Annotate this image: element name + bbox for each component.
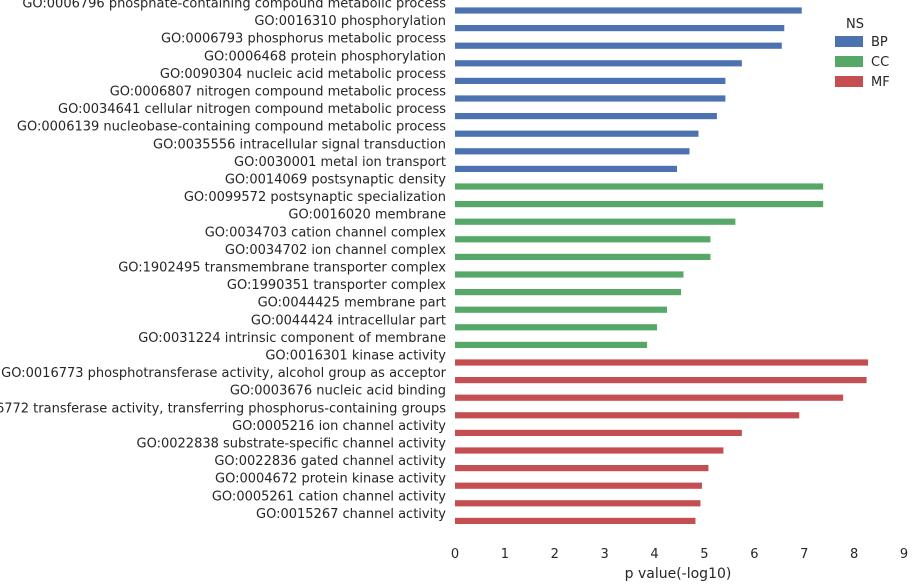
x-tick-label: 5	[700, 547, 708, 562]
category-label: GO:0031224 intrinsic component of membra…	[138, 331, 446, 346]
x-tick-label: 4	[650, 547, 658, 562]
x-tick-label: 2	[551, 547, 559, 562]
bar-bp	[455, 42, 782, 49]
bar-mf	[455, 377, 867, 384]
x-tick-label: 1	[501, 547, 509, 562]
category-label: GO:0022838 substrate-specific channel ac…	[137, 437, 447, 452]
category-label: GO:1902495 transmembrane transporter com…	[118, 261, 446, 276]
bar-mf	[455, 482, 702, 489]
category-label: GO:0006793 phosphorus metabolic process	[161, 32, 446, 47]
bar-cc	[455, 324, 658, 331]
x-tick-label: 6	[750, 547, 758, 562]
x-tick-label: 9	[900, 547, 908, 562]
legend-swatch-bp	[835, 36, 863, 47]
category-label: GO:0005261 cation channel activity	[212, 489, 446, 504]
category-label: GO:0022836 gated channel activity	[214, 454, 446, 469]
legend-label-cc: CC	[871, 55, 889, 70]
legend-items: BP CC MF	[835, 35, 890, 90]
category-label: GO:0006796 phosphate-containing compound…	[22, 0, 446, 12]
category-label: GO:0016773 phosphotransferase activity, …	[1, 366, 446, 381]
bar-cc	[455, 236, 711, 243]
x-tick-label: 7	[800, 547, 808, 562]
bar-bp	[455, 95, 726, 102]
category-label: GO:0034703 cation channel complex	[205, 225, 447, 240]
bars-layer	[455, 7, 869, 524]
bar-mf	[455, 429, 742, 436]
category-label: GO:0016301 kinase activity	[265, 349, 446, 364]
bar-bp	[455, 7, 802, 14]
bar-cc	[455, 218, 736, 225]
bar-cc	[455, 271, 684, 278]
legend-swatch-mf	[835, 76, 863, 87]
bar-mf	[455, 359, 869, 366]
category-label: GO:0004672 protein kinase activity	[215, 472, 446, 487]
category-label: GO:0030001 metal ion transport	[234, 155, 446, 170]
category-label: GO:0005216 ion channel activity	[232, 419, 446, 434]
x-tick-label: 8	[850, 547, 858, 562]
bar-bp	[455, 60, 742, 67]
legend: NS BP CC MF	[835, 17, 890, 90]
bar-mf	[455, 465, 709, 472]
bar-mf	[455, 517, 696, 524]
bar-mf	[455, 500, 701, 507]
bar-cc	[455, 201, 824, 208]
bar-mf	[455, 447, 724, 454]
bar-bp	[455, 148, 690, 155]
bar-mf	[455, 412, 800, 419]
x-tick-label: 3	[601, 547, 609, 562]
category-label: GO:0099572 postsynaptic specialization	[184, 190, 446, 205]
bar-bp	[455, 77, 726, 84]
category-label: GO:0016310 phosphorylation	[254, 14, 446, 29]
bar-bp	[455, 130, 699, 137]
category-label: GO:0090304 nucleic acid metabolic proces…	[160, 67, 446, 82]
bar-bp	[455, 113, 717, 120]
legend-label-bp: BP	[871, 35, 888, 50]
bar-cc	[455, 341, 648, 348]
category-label: GO:0003676 nucleic acid binding	[230, 384, 446, 399]
legend-swatch-cc	[835, 56, 863, 67]
bar-cc	[455, 289, 681, 296]
bar-cc	[455, 306, 668, 313]
x-axis-title: p value(-log10)	[625, 566, 732, 582]
category-label: GO:0016020 membrane	[288, 208, 446, 223]
category-label: GO:0044424 intracellular part	[251, 313, 446, 328]
bar-mf	[455, 394, 844, 401]
bar-bp	[455, 25, 785, 32]
x-axis: 0 1 2 3 4 5 6 7 8 9	[451, 547, 908, 562]
category-label: GO:0016772 transferase activity, transfe…	[0, 401, 446, 416]
bar-cc	[455, 253, 711, 260]
category-label: GO:0035556 intracellular signal transduc…	[153, 137, 446, 152]
legend-title: NS	[846, 17, 864, 32]
bar-cc	[455, 183, 824, 190]
category-label: GO:0015267 channel activity	[256, 507, 446, 522]
category-label: GO:0044425 membrane part	[258, 296, 446, 311]
category-label: GO:0014069 postsynaptic density	[225, 173, 446, 188]
category-label: GO:0034641 cellular nitrogen compound me…	[58, 102, 446, 117]
category-label: GO:0034702 ion channel complex	[225, 243, 446, 258]
bar-bp	[455, 165, 678, 172]
category-label: GO:0006807 nitrogen compound metabolic p…	[110, 85, 447, 100]
category-label: GO:1990351 transporter complex	[227, 278, 446, 293]
legend-label-mf: MF	[871, 75, 890, 90]
category-label: GO:0006139 nucleobase-containing compoun…	[17, 120, 446, 135]
x-tick-label: 0	[451, 547, 459, 562]
category-label: GO:0006468 protein phosphorylation	[204, 49, 446, 64]
category-labels: GO:0006796 phosphate-containing compound…	[0, 0, 447, 522]
